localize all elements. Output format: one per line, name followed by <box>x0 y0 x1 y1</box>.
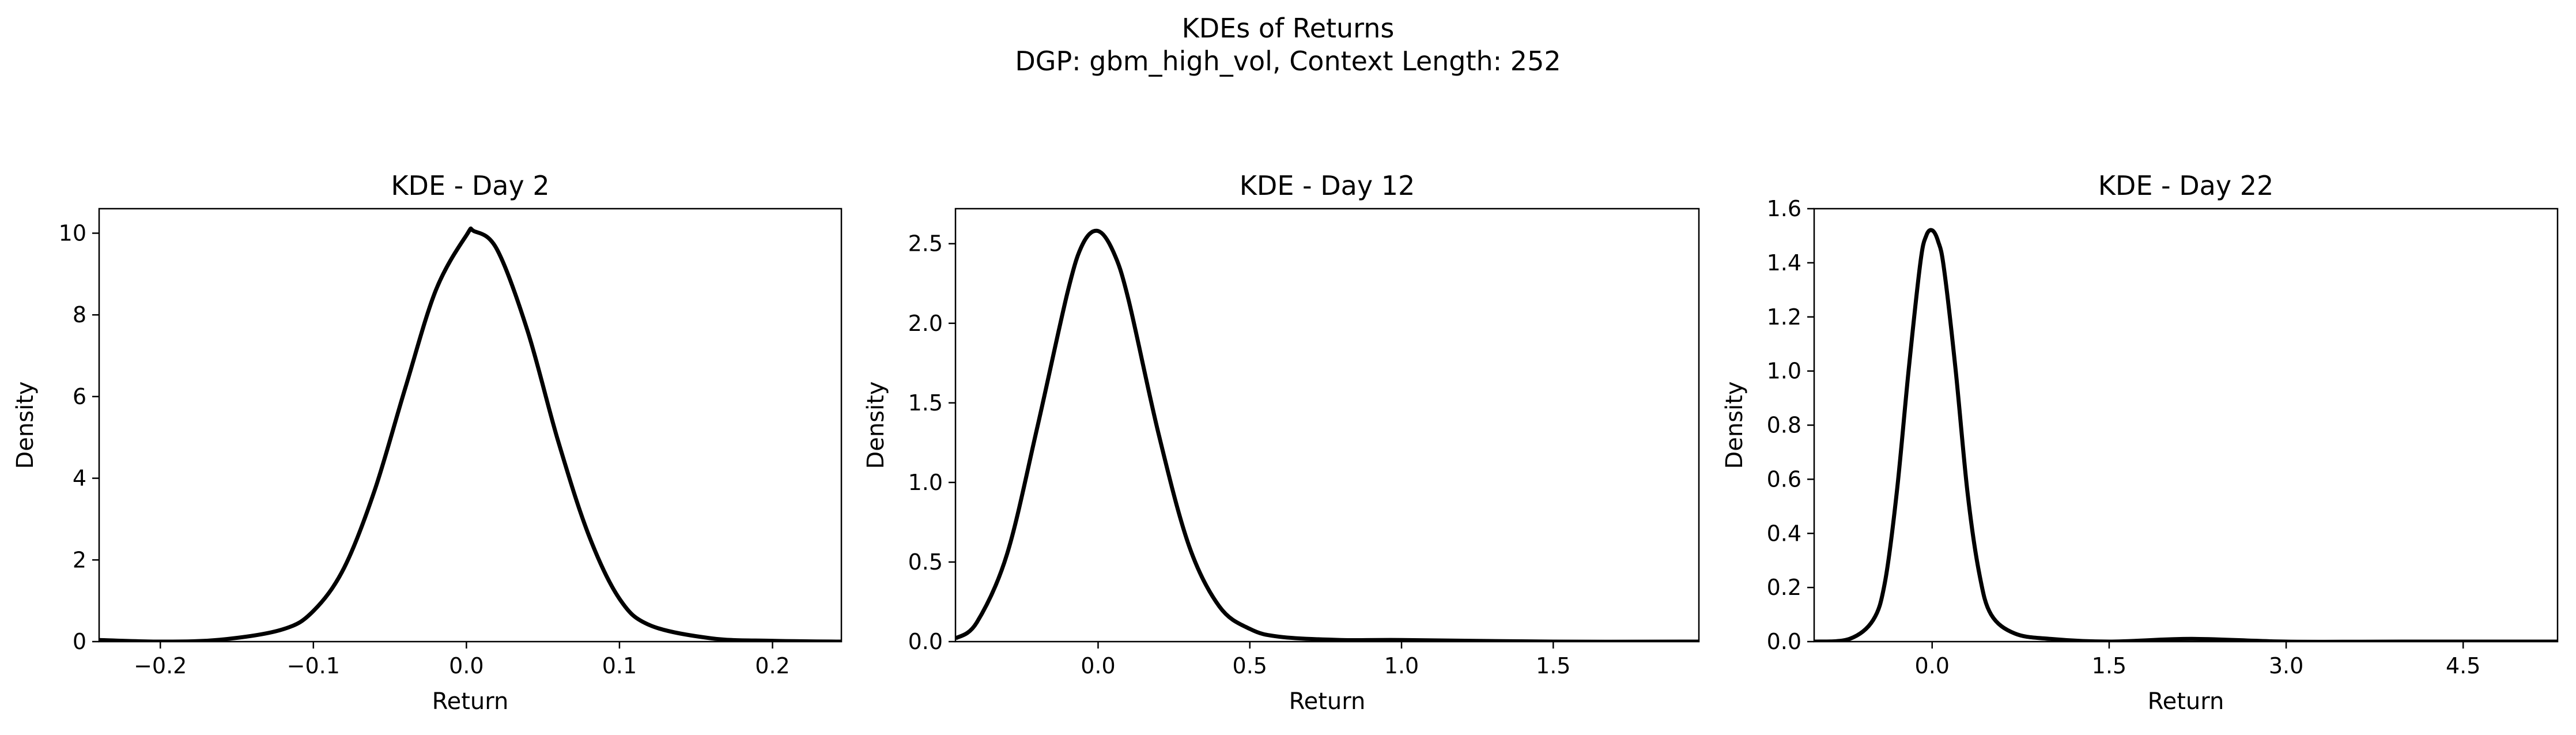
subplot-title: KDE - Day 22 <box>2098 170 2273 201</box>
y-tick-label: 0.4 <box>1767 521 1801 546</box>
subplot-title: KDE - Day 12 <box>1240 170 1415 201</box>
y-tick-label: 0.0 <box>908 629 943 654</box>
kde-curve <box>1814 228 2558 642</box>
x-tick-label: 0.5 <box>1233 653 1267 679</box>
kde-curve <box>99 227 841 642</box>
x-tick-label: 0.0 <box>1915 653 1950 679</box>
y-tick-label: 0.2 <box>1767 575 1801 600</box>
y-axis-label: Density <box>1721 381 1748 469</box>
x-tick-label: 1.5 <box>1536 653 1570 679</box>
x-tick-label: 0.0 <box>1081 653 1115 679</box>
subplot-2: KDE - Day 12 0.0 0.5 1.0 1.5 0.0 0.5 1.0 1.5 2.0 2… <box>863 170 1700 715</box>
y-tick-label: 2 <box>73 547 86 572</box>
y-tick-label: 0.6 <box>1767 466 1801 492</box>
subplot-1: KDE - Day 2 −0.2 −0.1 0.0 0.1 0.2 0 2 4 6 8 10 Retur… <box>12 170 843 715</box>
axes-frame <box>98 208 843 643</box>
x-axis-label: Return <box>432 688 509 715</box>
x-tick-label: 3.0 <box>2269 653 2303 679</box>
figure-suptitle-line2: DGP: gbm_high_vol, Context Length: 252 <box>1015 46 1561 77</box>
y-tick-label: 0.8 <box>1767 413 1801 438</box>
axes-frame <box>1813 208 2559 643</box>
y-tick-label: 6 <box>73 384 86 409</box>
x-tick-label: 0.2 <box>755 653 790 679</box>
y-tick-label: 2.5 <box>908 231 943 257</box>
x-tick-label: 0.1 <box>602 653 637 679</box>
y-tick-label: 0.5 <box>908 549 943 575</box>
x-tick-label: −0.1 <box>287 653 340 679</box>
y-tick-label: 1.6 <box>1767 196 1801 221</box>
y-tick-label: 1.5 <box>908 390 943 416</box>
y-tick-label: 8 <box>73 302 86 327</box>
subplot-3: KDE - Day 22 0.0 1.5 3.0 4.5 0.0 0.2 0.4 0.6 0.8 1… <box>1721 170 2559 715</box>
figure-suptitle-line1: KDEs of Returns <box>1182 13 1395 44</box>
x-tick-label: 4.5 <box>2446 653 2480 679</box>
subplot-panels: KDE - Day 2 −0.2 −0.1 0.0 0.1 0.2 0 2 4 6 8 10 Retur… <box>12 170 2559 715</box>
subplot-title: KDE - Day 2 <box>391 170 549 201</box>
x-tick-label: −0.2 <box>134 653 187 679</box>
x-axis-label: Return <box>1289 688 1366 715</box>
y-tick-label: 0 <box>73 629 86 654</box>
y-tick-label: 1.0 <box>908 470 943 495</box>
x-tick-label: 0.0 <box>449 653 484 679</box>
y-tick-label: 0.0 <box>1767 629 1801 654</box>
axes-frame <box>954 208 1700 643</box>
x-axis-label: Return <box>2148 688 2224 715</box>
x-tick-label: 1.0 <box>1384 653 1419 679</box>
y-tick-label: 1.0 <box>1767 359 1801 384</box>
x-tick-label: 1.5 <box>2092 653 2126 679</box>
kde-curve <box>955 228 1699 642</box>
y-tick-label: 2.0 <box>908 311 943 336</box>
y-tick-label: 1.4 <box>1767 250 1801 276</box>
y-tick-label: 1.2 <box>1767 304 1801 330</box>
y-tick-label: 10 <box>59 221 86 246</box>
y-axis-label: Density <box>863 381 889 469</box>
y-tick-label: 4 <box>73 466 86 491</box>
y-axis-label: Density <box>12 381 39 469</box>
